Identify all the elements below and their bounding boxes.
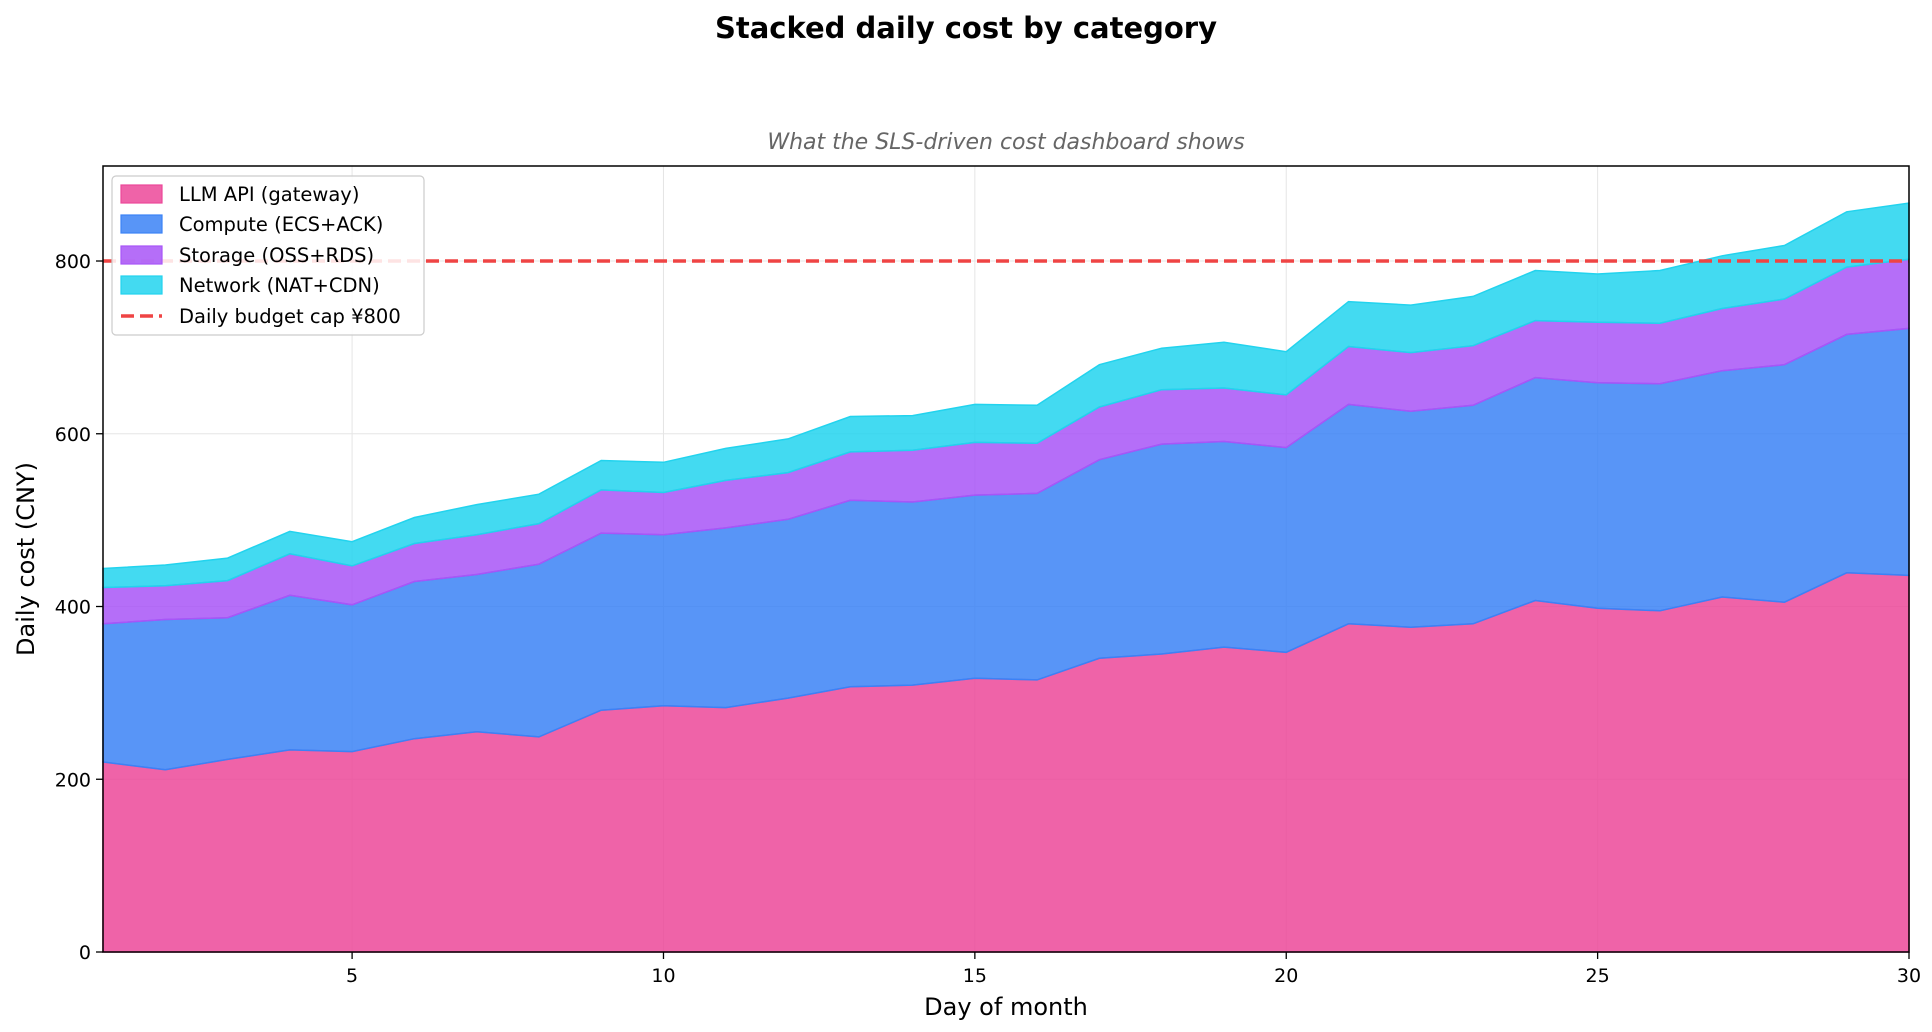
x-tick-label: 15 [963, 965, 987, 987]
legend-swatch-1 [120, 184, 163, 204]
y-tick-label: 0 [79, 942, 91, 964]
legend-label-4: Network (NAT+CDN) [179, 274, 380, 297]
x-tick-label: 25 [1586, 965, 1610, 987]
x-tick-label: 30 [1897, 965, 1921, 987]
legend-label-2: Compute (ECS+ACK) [179, 213, 383, 236]
plot-frame [102, 165, 1910, 953]
legend-swatch-2 [120, 214, 163, 234]
chart-subtitle: What the SLS-driven cost dashboard shows [767, 130, 1244, 155]
y-tick-label: 200 [55, 769, 91, 791]
y-tick-label: 400 [55, 597, 91, 619]
legend-label-3: Storage (OSS+RDS) [179, 244, 374, 267]
x-axis-label: Day of month [924, 993, 1088, 1021]
legend-box [111, 175, 425, 336]
legend-swatch-3 [120, 245, 163, 265]
legend-swatch-4 [120, 275, 163, 295]
y-tick-label: 600 [55, 424, 91, 446]
x-tick-label: 10 [651, 965, 675, 987]
y-axis-label: Daily cost (CNY) [12, 462, 40, 656]
x-tick-label: 20 [1274, 965, 1298, 987]
legend: LLM API (gateway) Compute (ECS+ACK) Storag… [111, 175, 425, 336]
y-axis: 0 200 400 600 800 [55, 251, 103, 964]
chart-title: Stacked daily cost by category [715, 11, 1217, 45]
legend-label-budget-cap: Daily budget cap ¥800 [179, 305, 401, 328]
x-tick-label: 5 [346, 965, 358, 987]
y-tick-label: 800 [55, 251, 91, 273]
area-series-group [102, 202, 1910, 953]
x-axis: 5 10 15 20 25 30 [346, 952, 1921, 987]
legend-label-1: LLM API (gateway) [179, 183, 359, 206]
